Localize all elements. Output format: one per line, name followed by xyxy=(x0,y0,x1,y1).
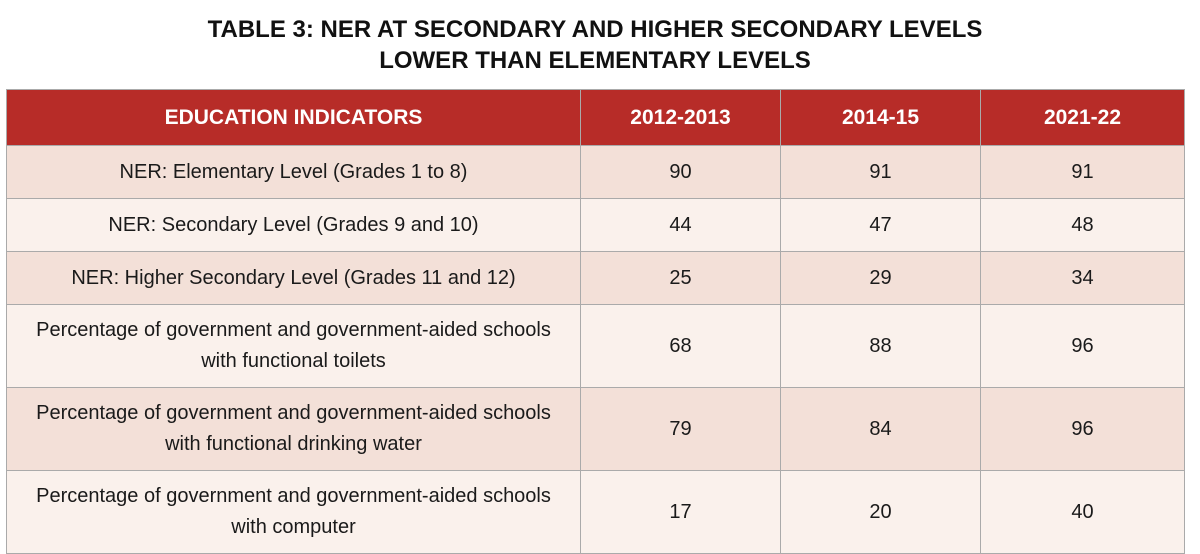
table-row: Percentage of government and government-… xyxy=(6,304,1185,388)
column-header: 2012-2013 xyxy=(580,89,781,146)
column-header: 2014-15 xyxy=(780,89,981,146)
value-cell: 25 xyxy=(580,251,781,305)
column-header: EDUCATION INDICATORS xyxy=(6,89,581,146)
indicator-cell: NER: Secondary Level (Grades 9 and 10) xyxy=(6,198,581,252)
value-cell: 48 xyxy=(980,198,1185,252)
table-row: NER: Elementary Level (Grades 1 to 8) 90 9… xyxy=(6,145,1185,199)
value-cell: 20 xyxy=(780,470,981,554)
indicator-cell: Percentage of government and government-… xyxy=(6,470,581,554)
education-indicators-table: EDUCATION INDICATORS 2012-2013 2014-15 2… xyxy=(6,89,1185,554)
value-cell: 17 xyxy=(580,470,781,554)
table-row: Percentage of government and government-… xyxy=(6,470,1185,554)
indicator-cell: NER: Higher Secondary Level (Grades 11 a… xyxy=(6,251,581,305)
column-header: 2021-22 xyxy=(980,89,1185,146)
value-cell: 68 xyxy=(580,304,781,388)
indicator-cell: Percentage of government and government-… xyxy=(6,387,581,471)
table-row: Percentage of government and government-… xyxy=(6,387,1185,471)
value-cell: 40 xyxy=(980,470,1185,554)
value-cell: 47 xyxy=(780,198,981,252)
header-row: EDUCATION INDICATORS 2012-2013 2014-15 2… xyxy=(6,89,1185,146)
value-cell: 88 xyxy=(780,304,981,388)
value-cell: 44 xyxy=(580,198,781,252)
value-cell: 91 xyxy=(780,145,981,199)
value-cell: 79 xyxy=(580,387,781,471)
table-row: NER: Secondary Level (Grades 9 and 10) 44… xyxy=(6,198,1185,252)
indicator-cell: Percentage of government and government-… xyxy=(6,304,581,388)
value-cell: 96 xyxy=(980,387,1185,471)
value-cell: 84 xyxy=(780,387,981,471)
value-cell: 34 xyxy=(980,251,1185,305)
value-cell: 91 xyxy=(980,145,1185,199)
value-cell: 29 xyxy=(780,251,981,305)
table-row: NER: Higher Secondary Level (Grades 11 a… xyxy=(6,251,1185,305)
value-cell: 96 xyxy=(980,304,1185,388)
table-title: TABLE 3: NER AT SECONDARY AND HIGHER SEC… xyxy=(207,16,983,74)
indicator-cell: NER: Elementary Level (Grades 1 to 8) xyxy=(6,145,581,199)
value-cell: 90 xyxy=(580,145,781,199)
